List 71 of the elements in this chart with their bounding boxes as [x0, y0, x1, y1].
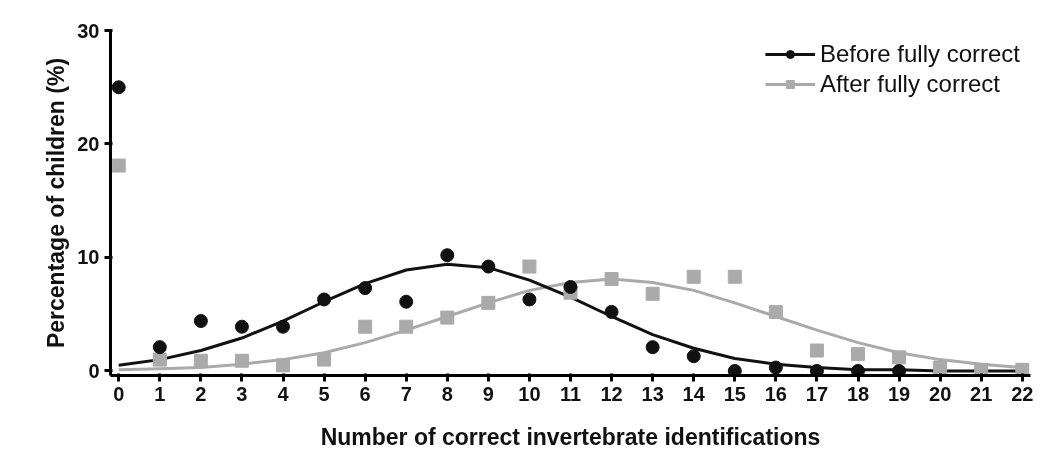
point: [604, 272, 619, 287]
point: [481, 295, 496, 310]
point: [809, 343, 824, 358]
x-tick-label: 11: [559, 382, 582, 405]
point: [686, 269, 701, 284]
point: [645, 340, 660, 355]
y-tick-label: 0: [88, 359, 100, 382]
x-tick-label: 5: [318, 382, 330, 405]
point: [933, 360, 948, 375]
legend-label: Before fully correct: [819, 40, 1020, 68]
point: [193, 353, 208, 368]
x-tick-label: 8: [441, 382, 453, 405]
y-tick-label: 20: [77, 132, 100, 155]
point: [522, 292, 537, 307]
x-tick-label: 22: [1011, 382, 1034, 405]
point: [111, 158, 126, 173]
x-tick-label: 4: [277, 382, 290, 405]
x-tick-label: 16: [764, 382, 787, 405]
point: [440, 310, 455, 325]
point: [481, 259, 496, 274]
legend-label: After fully correct: [819, 70, 1000, 98]
x-tick-label: 19: [887, 382, 911, 405]
point: [152, 352, 167, 367]
x-tick-label: 14: [682, 382, 706, 405]
point: [892, 350, 907, 365]
x-tick-label: 20: [929, 382, 952, 405]
point: [358, 281, 373, 296]
point: [892, 363, 907, 376]
point: [193, 314, 208, 329]
point: [727, 363, 742, 376]
point: [399, 294, 414, 309]
x-tick-label: 18: [846, 382, 870, 405]
x-tick-label: 0: [113, 382, 125, 405]
point: [768, 304, 783, 319]
point: [809, 363, 824, 376]
point: [645, 286, 660, 301]
point: [563, 279, 578, 294]
x-tick-label: 17: [805, 382, 829, 405]
x-tick-label: 12: [600, 382, 623, 405]
y-tick-label: 10: [77, 246, 100, 269]
point: [317, 292, 332, 307]
point: [276, 358, 290, 373]
x-tick-label: 13: [641, 382, 664, 405]
x-tick-label: 21: [970, 382, 993, 405]
x-tick-label: 9: [482, 382, 494, 405]
point: [317, 352, 332, 367]
point: [234, 319, 249, 334]
y-tick-label: 30: [77, 19, 100, 42]
x-tick-label: 3: [236, 382, 248, 405]
point: [851, 346, 865, 361]
point: [851, 363, 865, 376]
point: [111, 80, 126, 95]
point: [358, 319, 373, 334]
x-tick-label: 15: [723, 382, 746, 405]
x-tick-label: 6: [359, 382, 371, 405]
point: [768, 360, 783, 375]
x-tick-label: 7: [400, 382, 412, 405]
x-axis-title: Number of correct invertebrate identifications: [320, 423, 821, 450]
x-tick-label: 2: [195, 382, 207, 405]
point: [686, 349, 701, 364]
point: [727, 269, 742, 284]
point: [604, 304, 619, 319]
point: [440, 248, 455, 263]
x-tick-label: 1: [154, 382, 166, 405]
point: [152, 340, 167, 355]
point: [399, 319, 414, 334]
y-axis-title: Percentage of children (%): [43, 57, 70, 349]
point: [522, 259, 537, 274]
point: [276, 319, 290, 334]
x-tick-label: 10: [518, 382, 541, 405]
point: [234, 353, 249, 368]
